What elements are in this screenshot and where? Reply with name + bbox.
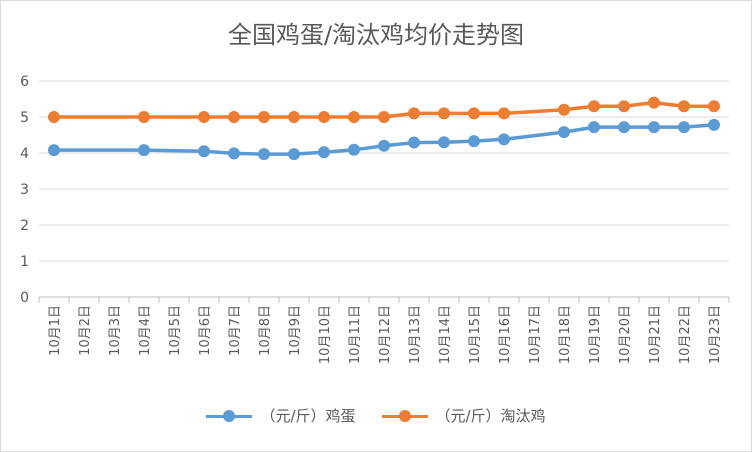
series-0-point-18[interactable] bbox=[558, 126, 570, 139]
x-tick-label-18: 10月18日 bbox=[558, 305, 573, 364]
series-0-point-14[interactable] bbox=[438, 136, 450, 149]
series-0-point-22[interactable] bbox=[678, 121, 690, 134]
series-0-point-23[interactable] bbox=[708, 118, 720, 131]
series-1-point-1[interactable] bbox=[48, 111, 60, 123]
x-tick-label-12: 10月12日 bbox=[378, 305, 393, 364]
series-1-point-18[interactable] bbox=[558, 103, 570, 116]
series-1-point-19[interactable] bbox=[588, 100, 600, 113]
series-0-point-10[interactable] bbox=[318, 146, 330, 159]
x-tick-label-10: 10月10日 bbox=[318, 305, 333, 364]
series-0-point-15[interactable] bbox=[468, 135, 480, 148]
series-1-point-7[interactable] bbox=[228, 111, 240, 123]
y-tick-label-3: 3 bbox=[20, 182, 29, 198]
series-0-point-19[interactable] bbox=[588, 121, 600, 134]
series-1-point-6[interactable] bbox=[198, 111, 210, 123]
series-0-point-11[interactable] bbox=[348, 143, 360, 156]
series-0-point-9[interactable] bbox=[288, 148, 300, 161]
series-1-point-9[interactable] bbox=[288, 111, 300, 123]
series-0-point-12[interactable] bbox=[378, 139, 390, 152]
series-0-point-21[interactable] bbox=[648, 121, 660, 134]
series-1-point-13[interactable] bbox=[408, 107, 420, 120]
series-0-point-1[interactable] bbox=[48, 144, 60, 157]
x-tick-label-22: 10月22日 bbox=[678, 305, 693, 364]
x-tick-label-5: 10月5日 bbox=[168, 305, 183, 356]
series-1-point-15[interactable] bbox=[468, 107, 480, 120]
series-0-point-16[interactable] bbox=[498, 133, 510, 146]
series-1-point-10[interactable] bbox=[318, 111, 330, 123]
legend-label-cull-hen: （元/斤）淘汰鸡 bbox=[435, 407, 546, 425]
series-0-point-13[interactable] bbox=[408, 136, 420, 149]
x-tick-label-23: 10月23日 bbox=[708, 305, 723, 364]
x-tick-label-13: 10月13日 bbox=[408, 305, 423, 364]
chart-title: 全国鸡蛋/淘汰鸡均价走势图 bbox=[227, 21, 525, 49]
series-1-point-22[interactable] bbox=[678, 100, 690, 113]
x-tick-label-1: 10月1日 bbox=[48, 305, 63, 356]
x-tick-label-6: 10月6日 bbox=[198, 305, 213, 356]
series-1-point-12[interactable] bbox=[378, 111, 390, 123]
series-1-point-16[interactable] bbox=[498, 107, 510, 120]
legend-item-egg[interactable]: （元/斤）鸡蛋 bbox=[206, 405, 356, 426]
series-1-point-20[interactable] bbox=[618, 100, 630, 113]
x-tick-label-7: 10月7日 bbox=[228, 305, 243, 356]
x-tick-label-4: 10月4日 bbox=[138, 305, 153, 356]
series-1-point-23[interactable] bbox=[708, 100, 720, 113]
legend-label-egg: （元/斤）鸡蛋 bbox=[260, 407, 356, 425]
series-1-point-8[interactable] bbox=[258, 111, 270, 123]
series-0-point-6[interactable] bbox=[198, 145, 210, 158]
y-tick-label-4: 4 bbox=[20, 146, 29, 162]
x-tick-label-8: 10月8日 bbox=[258, 305, 273, 356]
x-tick-label-9: 10月9日 bbox=[288, 305, 303, 356]
series-1-point-14[interactable] bbox=[438, 107, 450, 120]
y-tick-label-0: 0 bbox=[20, 290, 29, 306]
legend-swatch-cull-hen bbox=[381, 409, 428, 423]
series-0-point-7[interactable] bbox=[228, 147, 240, 160]
series-1-point-21[interactable] bbox=[648, 96, 660, 109]
y-tick-label-1: 1 bbox=[20, 254, 29, 270]
x-tick-label-21: 10月21日 bbox=[648, 305, 663, 364]
legend: （元/斤）鸡蛋 （元/斤）淘汰鸡 bbox=[1, 405, 751, 426]
x-tick-label-14: 10月14日 bbox=[438, 305, 453, 364]
y-tick-label-5: 5 bbox=[20, 110, 29, 126]
y-tick-label-6: 6 bbox=[20, 74, 29, 90]
x-tick-label-20: 10月20日 bbox=[618, 305, 633, 364]
legend-swatch-egg bbox=[206, 409, 253, 423]
x-tick-label-2: 10月2日 bbox=[78, 305, 93, 356]
x-tick-label-3: 10月3日 bbox=[108, 305, 123, 356]
series-0-point-4[interactable] bbox=[138, 144, 150, 157]
x-tick-label-15: 10月15日 bbox=[468, 305, 483, 364]
x-tick-label-19: 10月19日 bbox=[588, 305, 603, 364]
series-1-point-11[interactable] bbox=[348, 111, 360, 123]
x-tick-label-11: 10月11日 bbox=[348, 305, 363, 364]
x-tick-label-17: 10月17日 bbox=[528, 305, 543, 364]
series-1-point-4[interactable] bbox=[138, 111, 150, 123]
x-tick-label-16: 10月16日 bbox=[498, 305, 513, 364]
legend-item-cull-hen[interactable]: （元/斤）淘汰鸡 bbox=[381, 405, 546, 426]
series-0-point-20[interactable] bbox=[618, 121, 630, 134]
y-tick-label-2: 2 bbox=[20, 218, 29, 234]
series-0-point-8[interactable] bbox=[258, 148, 270, 161]
